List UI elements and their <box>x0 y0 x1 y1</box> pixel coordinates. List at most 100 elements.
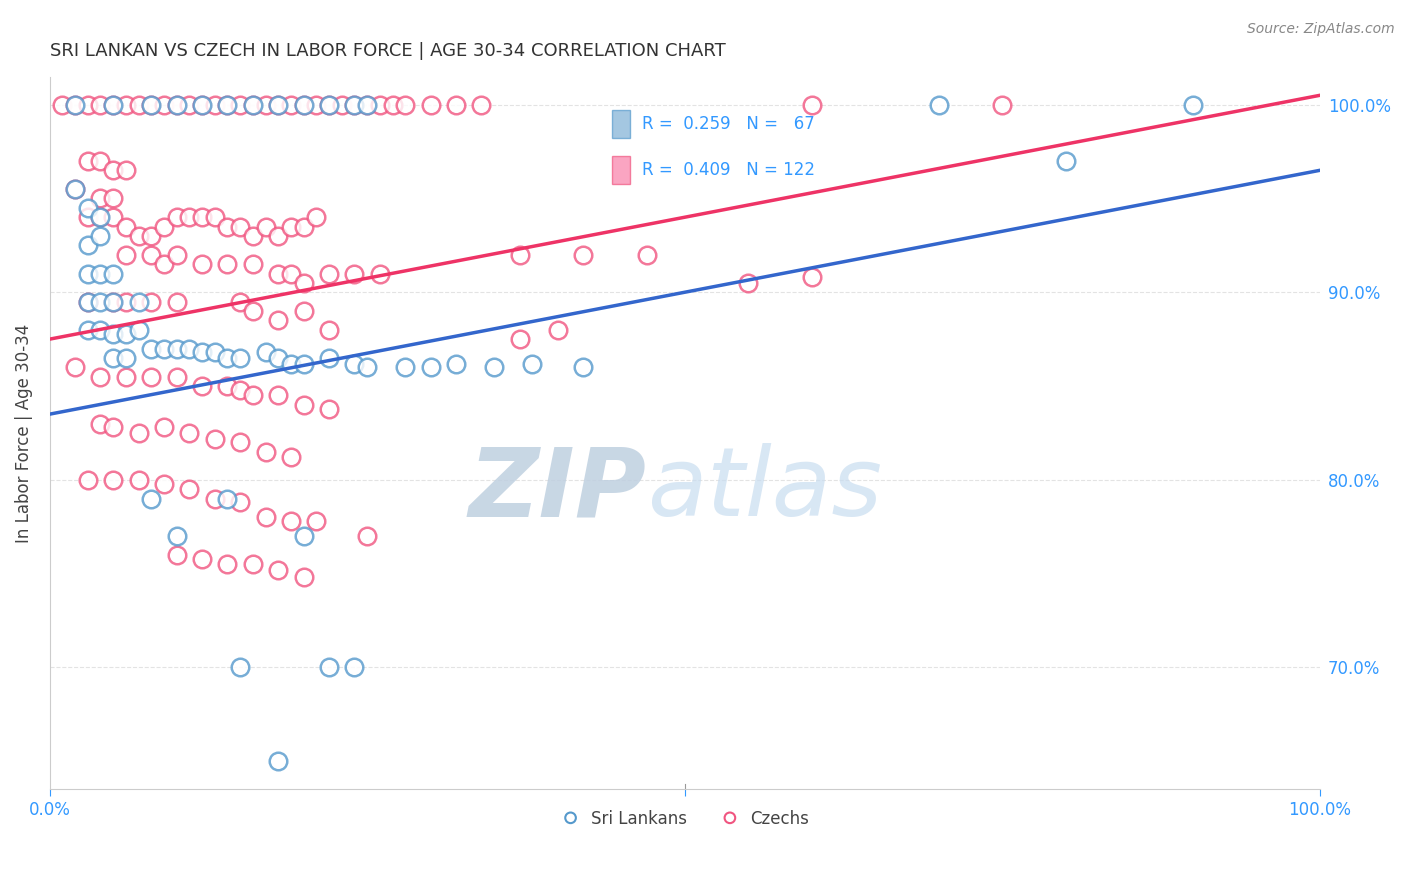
Point <box>141 342 163 356</box>
Point <box>343 267 366 281</box>
Point <box>318 660 340 674</box>
Point <box>141 491 163 506</box>
Point <box>305 211 328 225</box>
Point <box>89 192 111 206</box>
Point <box>101 473 124 487</box>
Point <box>547 323 569 337</box>
Point <box>204 432 226 446</box>
Point <box>444 97 467 112</box>
Point <box>394 97 416 112</box>
Point <box>191 97 214 112</box>
Point <box>89 267 111 281</box>
Point <box>89 323 111 337</box>
Point <box>101 97 124 112</box>
Point <box>356 97 378 112</box>
Point <box>63 97 86 112</box>
Point <box>280 219 302 234</box>
Point <box>141 97 163 112</box>
Point <box>101 97 124 112</box>
Point <box>101 294 124 309</box>
Point <box>191 211 214 225</box>
Point <box>356 529 378 543</box>
Point <box>141 248 163 262</box>
Point <box>292 97 315 112</box>
Point <box>76 294 98 309</box>
Point <box>128 97 150 112</box>
Point <box>76 97 98 112</box>
Point <box>153 257 176 271</box>
Point <box>800 270 823 285</box>
Point <box>267 754 290 768</box>
Point <box>318 323 340 337</box>
Point <box>305 97 328 112</box>
Point <box>179 211 201 225</box>
Point <box>572 248 595 262</box>
Point <box>166 342 188 356</box>
Point <box>166 248 188 262</box>
Point <box>217 491 239 506</box>
Point <box>89 417 111 431</box>
Text: SRI LANKAN VS CZECH IN LABOR FORCE | AGE 30-34 CORRELATION CHART: SRI LANKAN VS CZECH IN LABOR FORCE | AGE… <box>49 42 725 60</box>
Point <box>522 357 544 371</box>
Point <box>76 294 98 309</box>
Point <box>419 360 441 375</box>
Point <box>267 267 290 281</box>
Point <box>115 97 138 112</box>
Point <box>280 267 302 281</box>
Point <box>191 551 214 566</box>
Point <box>128 473 150 487</box>
Point <box>89 294 111 309</box>
Point <box>254 219 277 234</box>
Point <box>128 229 150 244</box>
Point <box>509 332 531 346</box>
Point <box>101 294 124 309</box>
Point <box>179 425 201 440</box>
Point <box>166 529 188 543</box>
Point <box>292 219 315 234</box>
Point <box>470 97 492 112</box>
Point <box>217 257 239 271</box>
Point <box>217 97 239 112</box>
Point <box>636 248 658 262</box>
Point <box>204 97 226 112</box>
Point <box>394 360 416 375</box>
Point <box>444 357 467 371</box>
Point <box>166 548 188 562</box>
Point <box>368 97 391 112</box>
Point <box>76 201 98 215</box>
Point <box>318 267 340 281</box>
Point <box>128 294 150 309</box>
Point <box>179 482 201 496</box>
Point <box>115 163 138 178</box>
Point <box>229 294 252 309</box>
Point <box>101 267 124 281</box>
Point <box>89 211 111 225</box>
Point <box>63 182 86 196</box>
Point <box>318 97 340 112</box>
Point <box>76 153 98 168</box>
Point <box>509 248 531 262</box>
Point <box>267 97 290 112</box>
Point <box>115 219 138 234</box>
Point <box>217 557 239 571</box>
Point <box>229 97 252 112</box>
Point <box>153 219 176 234</box>
Point <box>89 97 111 112</box>
Point <box>115 369 138 384</box>
Point <box>1054 153 1077 168</box>
Point <box>242 304 264 318</box>
Point <box>166 211 188 225</box>
Point <box>267 563 290 577</box>
Text: atlas: atlas <box>647 443 882 536</box>
Point <box>204 211 226 225</box>
Point <box>217 351 239 365</box>
Point <box>229 383 252 397</box>
Point <box>204 345 226 359</box>
Point <box>141 229 163 244</box>
Point <box>292 304 315 318</box>
Point <box>229 495 252 509</box>
Point <box>63 182 86 196</box>
Point <box>343 357 366 371</box>
Point <box>101 351 124 365</box>
Point <box>305 514 328 528</box>
